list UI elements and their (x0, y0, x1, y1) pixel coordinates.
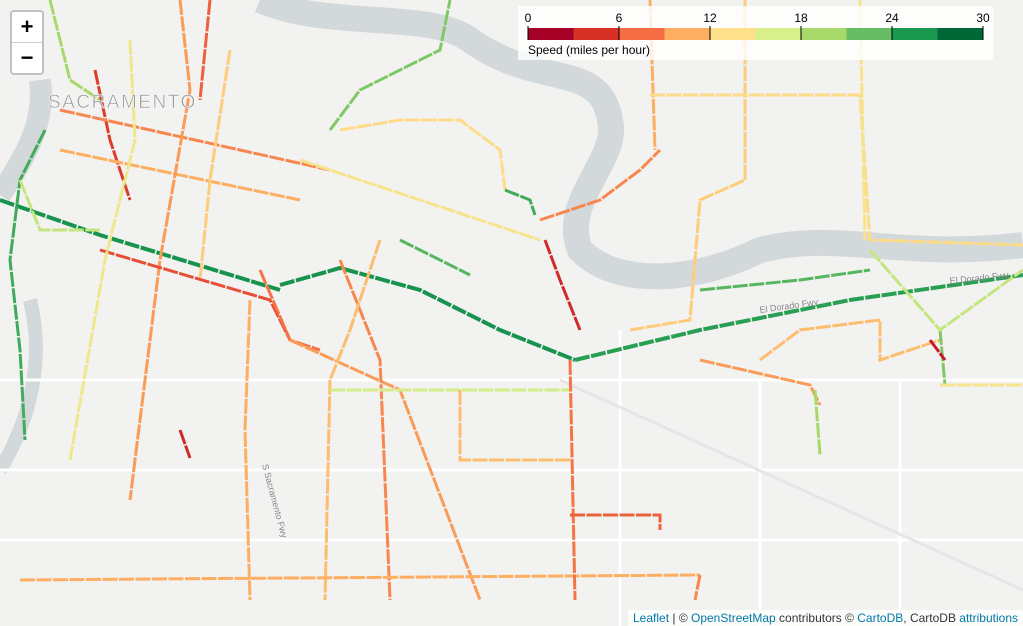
zoom-in[interactable]: + (20, 14, 34, 39)
road-segment (399, 238, 471, 277)
road-label: S Sacramento Fwy (260, 463, 289, 540)
road-segment (243, 299, 252, 601)
road-segment (279, 265, 576, 362)
legend-tick-label: 12 (703, 11, 717, 25)
road-segment (18, 179, 100, 232)
city-label: SACRAMENTO (48, 92, 197, 113)
road-segment (868, 249, 1023, 333)
road-segment (539, 148, 662, 222)
streets (0, 330, 1023, 626)
road-segment (59, 108, 331, 172)
legend-swatch (892, 28, 938, 40)
road-segment (178, 429, 192, 459)
road-segment (339, 118, 507, 191)
attribution-text: | © (669, 611, 691, 625)
road-segment (504, 188, 537, 216)
legend: Speed (miles per hour) 0 6 12 18 24 30 (518, 6, 993, 60)
road-segment (699, 268, 871, 292)
road-segment (59, 148, 301, 202)
road-segment (458, 390, 570, 462)
road-segment (693, 574, 702, 601)
legend-swatch (937, 28, 984, 40)
road-segment (198, 0, 212, 101)
legend-swatch (573, 28, 620, 40)
road-segment (93, 69, 132, 201)
road-segment (128, 0, 192, 501)
legend-swatch (664, 28, 711, 40)
legend-tick-label: 30 (976, 11, 990, 25)
legend-tick-label: 6 (616, 11, 623, 25)
legend-tick-label: 0 (525, 11, 532, 25)
road-segment (299, 158, 541, 242)
legend-swatch (710, 28, 756, 40)
road-segment (629, 0, 747, 332)
road-segment (338, 259, 392, 601)
road-segments (0, 0, 1023, 601)
road-segment (813, 389, 822, 456)
zoom-control: + − (10, 10, 44, 75)
road-segment (0, 198, 281, 292)
attribution-text: contributors © (775, 611, 858, 625)
road-segment (323, 239, 382, 601)
legend-title: Speed (miles per hour) (528, 43, 650, 57)
road-segment (650, 93, 1023, 247)
legend-swatch (801, 28, 847, 40)
legend-swatch (846, 28, 893, 40)
road-segment (8, 129, 47, 441)
road-segment (574, 273, 1023, 362)
legend-swatch (619, 28, 665, 40)
road-segment (928, 339, 947, 361)
legend-tick-label: 24 (885, 11, 899, 25)
cartodb-link[interactable]: CartoDB (857, 611, 904, 625)
legend-swatch (528, 28, 574, 40)
leaflet-link[interactable]: Leaflet (633, 611, 670, 625)
attribution-text: , CartoDB (903, 611, 960, 625)
road-segment (19, 573, 701, 582)
road-segment (328, 0, 452, 131)
road-segment (543, 239, 582, 331)
road-segment (198, 49, 232, 281)
legend-tick-label: 18 (794, 11, 808, 25)
legend-swatch (755, 28, 802, 40)
road-segment (568, 359, 577, 601)
road-segment (48, 0, 101, 102)
zoom-out[interactable]: − (12, 42, 42, 73)
attributions-link[interactable]: attributions (959, 611, 1018, 625)
road-segment (570, 513, 662, 530)
road-segment (68, 39, 137, 461)
road-label: El Dorado Fwy (949, 270, 1009, 286)
road-segment (759, 318, 941, 363)
osm-link[interactable]: OpenStreetMap (691, 611, 776, 625)
attribution: Leaflet | © OpenStreetMap contributors ©… (628, 610, 1023, 626)
